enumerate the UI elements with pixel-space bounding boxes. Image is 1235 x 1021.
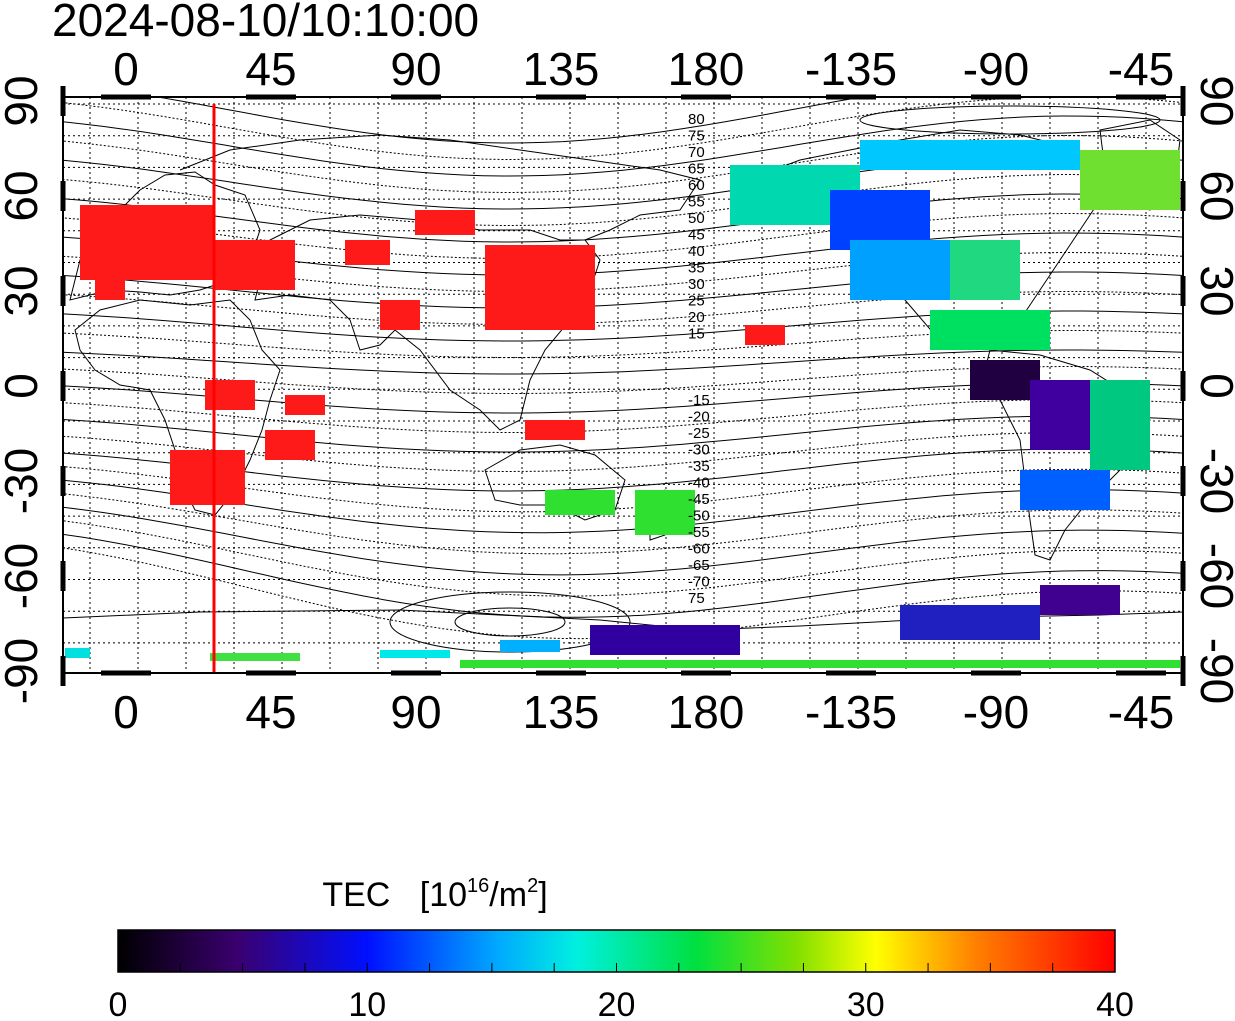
colorbar-tick-marks bbox=[117, 963, 1116, 972]
axis-major-ticks bbox=[60, 86, 1186, 686]
contour-label-north-11: 25 bbox=[688, 293, 705, 310]
tec-region-north-america bbox=[730, 140, 1180, 350]
top-lon-tick-5: -135 bbox=[805, 43, 897, 95]
colorbar-unit-exponent-2: 2 bbox=[527, 875, 538, 897]
contour-label-north-13: 15 bbox=[688, 326, 705, 343]
contour-label-north-1: 75 bbox=[688, 128, 705, 145]
tec-region-antarctic bbox=[65, 585, 1180, 668]
timestamp-title: 2024-08-10/10:10:00 bbox=[52, 0, 479, 46]
tec-region-south-america bbox=[970, 360, 1150, 510]
top-lon-tick-6: -90 bbox=[963, 43, 1029, 95]
left-latitude-ticks: 90 60 30 0 -30 -60 -90 bbox=[0, 75, 47, 704]
right-lat-tick-2: 30 bbox=[1191, 265, 1235, 316]
top-lon-tick-1: 45 bbox=[245, 43, 296, 95]
contour-label-south-8: -55 bbox=[688, 524, 710, 541]
top-longitude-ticks: 0 45 90 135 180 -135 -90 -45 bbox=[113, 43, 1174, 95]
tec-observation-markers bbox=[65, 140, 1180, 668]
bottom-lon-tick-3: 135 bbox=[523, 686, 600, 738]
bottom-lon-tick-0: 0 bbox=[113, 686, 139, 738]
right-lat-tick-3: 0 bbox=[1191, 373, 1235, 399]
colorbar-label: TEC bbox=[322, 876, 390, 914]
contour-label-north-3: 65 bbox=[688, 161, 705, 178]
bottom-lon-tick-6: -90 bbox=[963, 686, 1029, 738]
left-lat-tick-2: 30 bbox=[0, 265, 47, 316]
contour-label-north-7: 45 bbox=[688, 227, 705, 244]
top-lon-tick-4: 180 bbox=[668, 43, 745, 95]
contour-label-north-12: 20 bbox=[688, 309, 705, 326]
contour-label-south-0: -15 bbox=[688, 392, 710, 409]
contour-label-north-0: 80 bbox=[688, 111, 705, 128]
contour-label-north-2: 70 bbox=[688, 144, 705, 161]
left-lat-tick-4: -30 bbox=[0, 448, 47, 514]
contour-label-north-6: 50 bbox=[688, 210, 705, 227]
right-lat-tick-1: 60 bbox=[1191, 170, 1235, 221]
right-lat-tick-0: 90 bbox=[1191, 75, 1235, 126]
contour-label-north-10: 30 bbox=[688, 276, 705, 293]
contour-label-south-6: -45 bbox=[688, 491, 710, 508]
colorbar-tick-labels: 0 10 20 30 40 bbox=[109, 986, 1134, 1021]
contour-label-south-9: -60 bbox=[688, 541, 710, 558]
bottom-lon-tick-2: 90 bbox=[390, 686, 441, 738]
contour-label-south-2: -25 bbox=[688, 425, 710, 442]
tec-region-asia bbox=[345, 210, 785, 440]
contour-label-south-5: -40 bbox=[688, 475, 710, 492]
top-lon-tick-7: -45 bbox=[1108, 43, 1174, 95]
top-lon-tick-2: 90 bbox=[390, 43, 441, 95]
right-lat-tick-5: -60 bbox=[1191, 543, 1235, 609]
right-lat-tick-4: -30 bbox=[1191, 448, 1235, 514]
top-lon-tick-3: 135 bbox=[523, 43, 600, 95]
tec-colorbar: TEC [1016/m2] 0 10 20 30 40 bbox=[109, 875, 1134, 1021]
colorbar-unit: [10 bbox=[420, 876, 467, 914]
tec-region-south-africa bbox=[170, 380, 325, 505]
contour-label-south-11: -70 bbox=[688, 574, 710, 591]
colorbar-tick-0: 0 bbox=[109, 986, 128, 1021]
colorbar-title: TEC [1016/m2] bbox=[322, 875, 547, 914]
bottom-lon-tick-5: -135 bbox=[805, 686, 897, 738]
left-lat-tick-0: 90 bbox=[0, 75, 47, 126]
top-lon-tick-0: 0 bbox=[113, 43, 139, 95]
contour-label-south-10: -65 bbox=[688, 557, 710, 574]
map-plot-area: 8075706560555045403530252015-15-20-25-30… bbox=[60, 86, 1186, 686]
contour-label-north-9: 35 bbox=[688, 260, 705, 277]
tec-region-oceania bbox=[545, 490, 695, 535]
right-lat-tick-6: -90 bbox=[1191, 638, 1235, 704]
right-latitude-ticks: 90 60 30 0 -30 -60 -90 bbox=[1191, 75, 1235, 704]
contour-label-north-8: 40 bbox=[688, 243, 705, 260]
tec-region-europe bbox=[80, 205, 295, 300]
colorbar-tick-4: 40 bbox=[1096, 986, 1134, 1021]
bottom-lon-tick-1: 45 bbox=[245, 686, 296, 738]
colorbar-unit-close: ] bbox=[538, 876, 547, 914]
left-lat-tick-3: 0 bbox=[0, 373, 47, 399]
colorbar-tick-1: 10 bbox=[348, 986, 386, 1021]
contour-label-south-7: -50 bbox=[688, 508, 710, 525]
contour-label-south-12: 75 bbox=[688, 590, 705, 607]
contour-label-south-3: -30 bbox=[688, 442, 710, 459]
colorbar-unit-exponent: 16 bbox=[467, 875, 489, 897]
left-lat-tick-6: -90 bbox=[0, 638, 47, 704]
contour-label-north-4: 60 bbox=[688, 177, 705, 194]
contour-labels: 8075706560555045403530252015-15-20-25-30… bbox=[688, 111, 710, 607]
contour-label-south-4: -35 bbox=[688, 458, 710, 475]
colorbar-tick-2: 20 bbox=[598, 986, 636, 1021]
colorbar-unit-per: /m bbox=[489, 876, 527, 914]
bottom-longitude-ticks: 0 45 90 135 180 -135 -90 -45 bbox=[113, 686, 1174, 738]
bottom-lon-tick-7: -45 bbox=[1108, 686, 1174, 738]
left-lat-tick-5: -60 bbox=[0, 543, 47, 609]
colorbar-tick-3: 30 bbox=[847, 986, 885, 1021]
contour-label-north-5: 55 bbox=[688, 194, 705, 211]
contour-label-south-1: -20 bbox=[688, 409, 710, 426]
bottom-lon-tick-4: 180 bbox=[668, 686, 745, 738]
left-lat-tick-1: 60 bbox=[0, 170, 47, 221]
